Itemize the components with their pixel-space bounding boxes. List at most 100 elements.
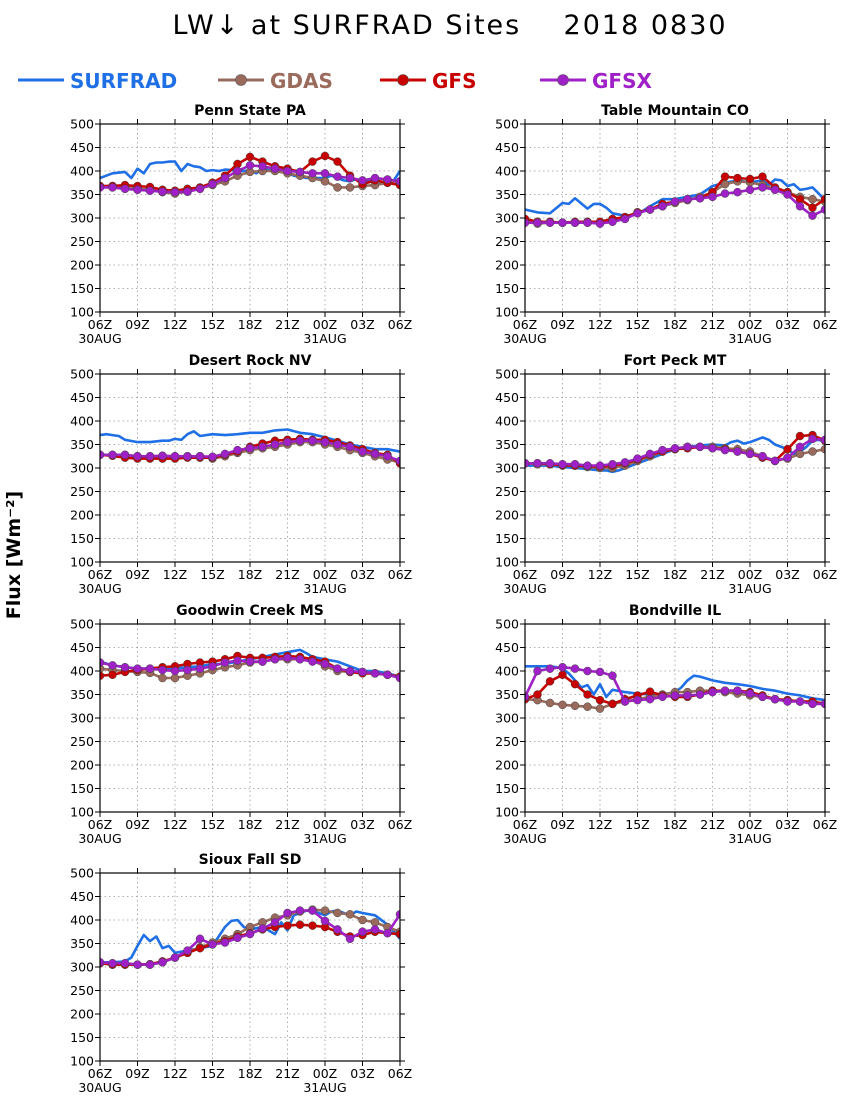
series-point-gfsx	[633, 695, 642, 705]
x-date-label: 30AUG	[78, 581, 121, 596]
x-date-label: 31AUG	[728, 581, 771, 596]
y-tick-label: 450	[495, 140, 519, 155]
series-point-gfsx	[383, 670, 392, 680]
series-point-gfsx	[783, 453, 792, 462]
x-tick-label: 12Z	[163, 317, 187, 332]
y-tick-label: 100	[495, 555, 519, 570]
series-point-gfsx	[245, 161, 255, 170]
series-point-gfsx	[158, 958, 167, 967]
series-point-gfs	[820, 194, 825, 204]
series-point-gfsx	[383, 928, 392, 938]
series-point-gfsx	[545, 664, 555, 673]
series-point-gfsx	[208, 452, 217, 461]
series-point-gfs	[795, 431, 805, 441]
y-tick-label: 300	[70, 960, 94, 975]
x-tick-label: 09Z	[125, 567, 149, 582]
series-point-gfsx	[295, 167, 305, 177]
series-point-gfsx	[183, 452, 192, 461]
y-tick-label: 200	[495, 758, 519, 773]
series-point-gfs	[783, 444, 792, 454]
x-tick-label: 06Z	[513, 567, 537, 582]
series-point-gfsx	[108, 450, 117, 460]
series-point-gfsx	[100, 658, 105, 667]
series-point-gfsx	[683, 194, 692, 204]
series-point-gfsx	[395, 456, 400, 466]
series-point-gfsx	[133, 452, 142, 461]
series-point-gfsx	[670, 197, 680, 206]
x-tick-label: 12Z	[163, 567, 187, 582]
y-tick-label: 500	[70, 367, 94, 382]
y-tick-label: 450	[70, 640, 94, 655]
x-tick-label: 15Z	[625, 567, 649, 582]
series-point-gfs	[245, 152, 255, 162]
series-point-gfsx	[795, 202, 805, 211]
series-point-gfsx	[695, 690, 705, 699]
series-point-gfsx	[358, 447, 367, 456]
x-tick-label: 06Z	[813, 817, 837, 832]
y-tick-label: 300	[495, 711, 519, 726]
series-point-gfsx	[333, 664, 342, 673]
y-tick-label: 300	[495, 461, 519, 476]
x-tick-label: 06Z	[88, 317, 112, 332]
chart-panel-5: Goodwin Creek MS 100 150 200 250 300 350 400 450…	[70, 603, 412, 846]
chart-title: Bondville IL	[629, 603, 721, 619]
plot-area	[525, 430, 825, 474]
series-point-gfsx	[195, 934, 205, 944]
chart-title: Sioux Fall SD	[199, 852, 302, 868]
series-point-gfsx	[258, 442, 267, 452]
plot-area	[100, 648, 400, 683]
series-point-gfsx	[120, 450, 130, 460]
x-tick-label: 21Z	[275, 317, 299, 332]
y-tick-label: 450	[495, 640, 519, 655]
x-tick-label: 21Z	[700, 817, 724, 832]
series-point-gfsx	[133, 185, 142, 195]
x-tick-label: 09Z	[125, 1066, 149, 1081]
series-point-gdas	[583, 702, 592, 711]
series-point-gfsx	[220, 658, 230, 667]
series-point-gfsx	[608, 459, 617, 469]
plot-area	[100, 905, 400, 969]
y-tick-label: 150	[70, 281, 94, 296]
series-point-gfs	[645, 687, 655, 696]
series-point-gfsx	[158, 665, 167, 675]
series-point-gfsx	[620, 458, 630, 467]
series-point-gfsx	[308, 657, 317, 666]
series-point-gfsx	[183, 665, 192, 675]
y-tick-label: 150	[495, 281, 519, 296]
series-point-gfsx	[100, 183, 105, 192]
series-point-gfsx	[358, 176, 367, 185]
y-tick-label: 350	[495, 187, 519, 202]
x-tick-label: 15Z	[625, 317, 649, 332]
x-date-label: 31AUG	[303, 831, 346, 846]
series-point-gfsx	[358, 667, 367, 677]
series-point-gfsx	[283, 653, 292, 663]
y-tick-label: 400	[70, 913, 94, 928]
series-point-gfs	[533, 690, 542, 699]
series-point-gfsx	[708, 192, 717, 202]
series-point-gfs	[745, 174, 755, 184]
series-point-gfsx	[295, 436, 305, 445]
x-tick-label: 03Z	[350, 317, 374, 332]
y-tick-label: 100	[70, 555, 94, 570]
series-point-gfsx	[570, 218, 580, 227]
x-tick-label: 06Z	[88, 1066, 112, 1081]
plot-frame	[524, 623, 826, 813]
series-point-gfsx	[258, 657, 267, 666]
x-tick-label: 09Z	[550, 567, 574, 582]
series-point-gdas	[595, 704, 605, 713]
x-tick-label: 06Z	[513, 817, 537, 832]
series-point-gfsx	[295, 655, 305, 664]
y-tick-label: 400	[70, 414, 94, 429]
y-tick-label: 150	[70, 1030, 94, 1045]
y-tick-label: 350	[70, 936, 94, 951]
series-point-gfsx	[170, 953, 180, 962]
x-tick-label: 21Z	[275, 567, 299, 582]
plot-frame	[524, 373, 826, 563]
series-point-gfsx	[120, 184, 130, 194]
series-point-gfsx	[820, 205, 825, 214]
series-point-gfsx	[658, 202, 667, 211]
series-point-gfsx	[133, 960, 142, 969]
x-tick-label: 18Z	[238, 567, 262, 582]
series-point-gfsx	[795, 697, 805, 706]
series-point-gfsx	[220, 173, 230, 183]
